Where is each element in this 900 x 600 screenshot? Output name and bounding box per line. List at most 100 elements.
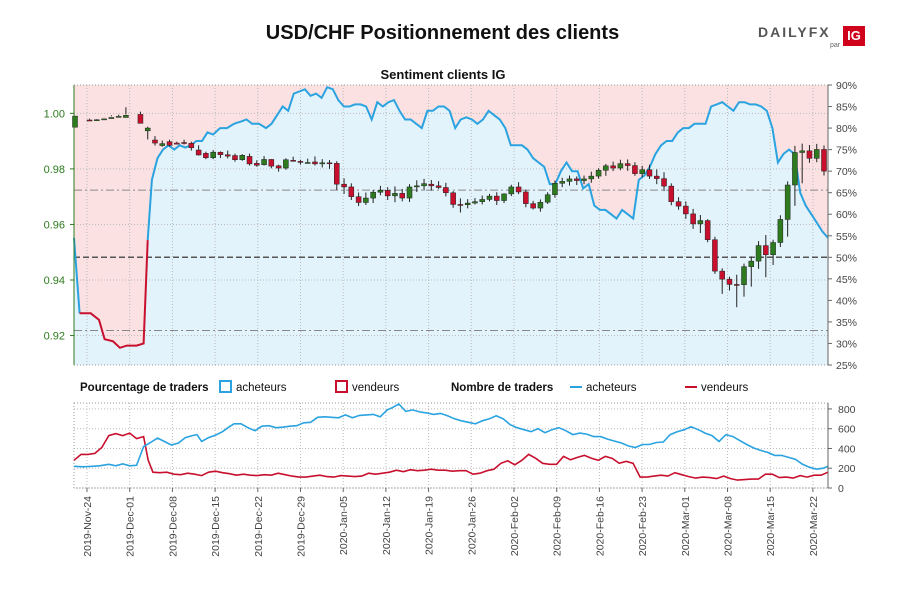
candle-body	[108, 117, 115, 119]
candle-body	[297, 161, 304, 163]
candle-body	[661, 178, 667, 187]
candle	[123, 107, 129, 118]
candle-body	[639, 169, 645, 174]
candle-body	[123, 115, 129, 118]
y3-tick-label: 0	[838, 483, 844, 495]
x-tick-label: 2020-Mar-22	[808, 496, 820, 556]
ig-badge: IG	[843, 26, 865, 46]
candle	[370, 190, 376, 204]
candle	[653, 169, 660, 185]
candle-body	[537, 201, 544, 209]
legend-count-title: Nombre de traders	[451, 382, 553, 394]
candle	[144, 126, 151, 140]
candle	[174, 141, 180, 145]
y2-tick-label: 60%	[836, 209, 857, 221]
candle	[283, 158, 289, 170]
candle	[595, 168, 602, 179]
candle	[733, 274, 740, 308]
candle	[799, 143, 805, 184]
candle	[719, 268, 725, 294]
candle-body	[777, 219, 784, 243]
x-tick-label: 2020-Jan-05	[338, 496, 350, 555]
candle-body	[406, 186, 413, 199]
legend-sellers-box	[335, 380, 348, 393]
candle-body	[603, 165, 609, 171]
candle	[443, 182, 449, 197]
candle-body	[646, 169, 653, 177]
candle-body	[399, 193, 405, 199]
candle	[94, 119, 100, 121]
candle	[726, 276, 733, 291]
candle-body	[719, 270, 725, 280]
x-tick-label: 2020-Mar-15	[765, 496, 777, 556]
candle-body	[203, 153, 209, 159]
candle-body	[457, 204, 464, 206]
candle-body	[813, 149, 820, 159]
candle	[290, 156, 296, 162]
candle-body	[770, 242, 776, 255]
candle-body	[435, 185, 442, 188]
candle-body	[508, 186, 515, 195]
y2-tick-label: 45%	[836, 274, 857, 286]
candle-body	[610, 165, 616, 169]
candle	[624, 159, 631, 171]
candle-body	[384, 190, 391, 197]
candle-body	[421, 183, 427, 187]
candle	[355, 192, 362, 207]
candle	[813, 143, 820, 163]
x-tick-label: 2019-Dec-22	[253, 496, 265, 557]
candle	[610, 161, 616, 172]
candle-body	[101, 118, 107, 121]
candle-body	[697, 220, 704, 225]
candle-body	[392, 193, 398, 197]
candle	[254, 160, 260, 167]
candle-body	[443, 187, 449, 194]
candle-body	[748, 260, 755, 267]
x-tick-label: 2020-Jan-19	[424, 496, 436, 555]
candle-body	[632, 165, 638, 174]
candle	[617, 159, 624, 171]
candle-body	[595, 170, 602, 177]
candle-body	[668, 185, 675, 202]
y2-tick-label: 30%	[836, 338, 857, 350]
candle-body	[152, 139, 158, 144]
candle	[748, 256, 755, 287]
candle	[275, 164, 282, 172]
y3-tick-label: 800	[838, 404, 856, 416]
candle-body	[224, 154, 231, 157]
candle-body	[821, 149, 827, 172]
candle-body	[624, 163, 631, 166]
candle-body	[450, 192, 456, 205]
x-tick-label: 2019-Dec-01	[125, 496, 137, 557]
buyers-area	[74, 87, 828, 365]
candle-body	[304, 162, 311, 164]
candle	[392, 186, 398, 203]
y2-tick-label: 90%	[836, 80, 857, 92]
x-tick-label: 2020-Jan-26	[466, 496, 478, 555]
x-tick-label: 2020-Jan-12	[381, 496, 393, 555]
x-tick-label: 2019-Dec-08	[167, 496, 179, 557]
candle-body	[784, 184, 791, 220]
candle-body	[501, 193, 507, 201]
candle-body	[464, 202, 471, 205]
candle-body	[355, 196, 362, 203]
candle	[741, 263, 747, 297]
candle	[377, 185, 384, 196]
candle	[763, 235, 769, 278]
candle	[399, 188, 405, 202]
candle	[697, 215, 704, 234]
candle	[232, 153, 238, 162]
candle	[210, 150, 216, 160]
candle	[523, 189, 529, 208]
candle-body	[559, 181, 565, 184]
buyers-count-line	[73, 402, 829, 471]
candle	[166, 139, 173, 147]
candle	[777, 215, 784, 247]
candle-body	[566, 178, 573, 182]
candle-body	[239, 155, 246, 160]
candle	[668, 183, 675, 206]
candle-body	[588, 175, 595, 180]
candle-body	[217, 151, 224, 155]
candle	[574, 176, 580, 185]
x-tick-label: 2019-Nov-24	[82, 496, 94, 557]
